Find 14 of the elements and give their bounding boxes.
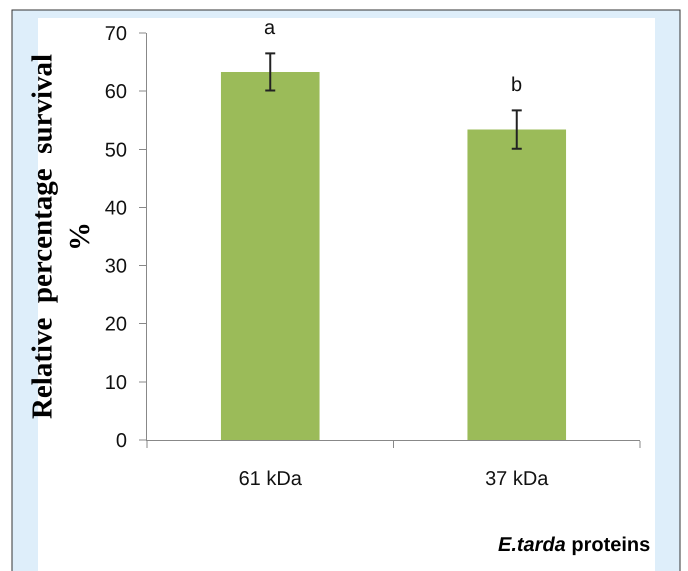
y-tick-label: 70: [104, 23, 127, 45]
x-tick-label: 37 kDa: [485, 468, 550, 490]
x-tick-label: 61 kDa: [238, 468, 303, 490]
y-tick-label: 30: [104, 256, 127, 278]
y-tick-label: 60: [104, 81, 127, 104]
annotation: a: [264, 17, 276, 39]
y-tick-label: 10: [104, 372, 127, 394]
y-tick-label: 40: [104, 197, 127, 220]
annotation: b: [511, 74, 522, 96]
x-axis-title: E.tarda proteins: [498, 534, 650, 556]
y-tick-label: 0: [116, 430, 127, 452]
y-axis-title: Relative percentage survival %: [26, 54, 96, 420]
y-tick-label: 50: [104, 139, 127, 162]
y-tick-label: 20: [104, 314, 127, 336]
